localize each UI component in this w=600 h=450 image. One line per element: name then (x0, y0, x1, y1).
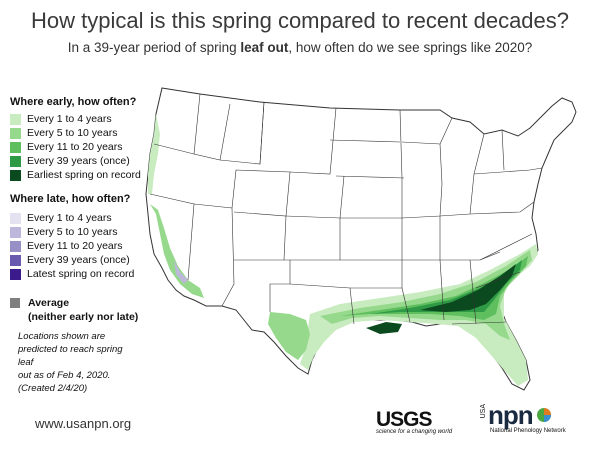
state-boundary (469, 259, 477, 325)
subtitle-bold: leaf out (240, 40, 289, 55)
npn-logo: USA npn National Phenology Network (480, 400, 566, 434)
state-boundary (469, 201, 535, 215)
map-note-line: (Created 2/4/20) (18, 383, 88, 394)
legend-early-item: Every 11 to 20 years (10, 140, 123, 154)
map-note-line: predicted to reach spring leaf (18, 344, 123, 368)
subtitle-pre: In a 39-year period of spring (67, 40, 241, 55)
state-boundary (501, 129, 505, 171)
state-boundary (259, 101, 265, 165)
state-boundary (401, 287, 411, 323)
legend-label: Every 11 to 20 years (27, 141, 123, 153)
legend-label: Every 39 years (once) (27, 254, 130, 266)
state-boundary (439, 133, 485, 217)
state-boundary (439, 117, 453, 145)
legend-swatch (10, 268, 21, 280)
early-west-coast-region (150, 204, 204, 298)
legend-early-item: Every 5 to 10 years (10, 126, 117, 140)
legend-swatch (10, 113, 21, 125)
legend-label: Latest spring on record (27, 268, 135, 280)
early-texas-region (268, 312, 310, 360)
legend-swatch (10, 155, 21, 167)
legend-late-item: Every 1 to 4 years (10, 211, 112, 225)
page-title: How typical is this spring compared to r… (30, 8, 570, 33)
npn-tagline: National Phenology Network (490, 428, 566, 434)
state-boundary (193, 93, 231, 161)
npn-logo-text: npn (488, 400, 534, 431)
legend-label: Every 1 to 4 years (27, 212, 112, 224)
legend-swatch (10, 240, 21, 252)
legend-label: Every 5 to 10 years (27, 127, 118, 139)
legend-label: Earliest spring on record (27, 169, 141, 181)
map-note: Locations shown are predicted to reach s… (18, 330, 138, 395)
state-boundary (193, 203, 235, 307)
legend-late-heading: Where late, how often? (10, 193, 131, 205)
npn-usa-text: USA (480, 404, 487, 419)
state-boundary (269, 260, 291, 312)
legend-swatch (10, 127, 21, 139)
state-boundary (335, 175, 405, 179)
legend-label: Every 5 to 10 years (27, 226, 118, 238)
legend-early-item: Every 1 to 4 years (10, 112, 112, 126)
earliest-on-record-region (366, 322, 402, 334)
map-note-line: out as of Feb 4, 2020. (18, 370, 111, 381)
legend-swatch (10, 169, 21, 181)
state-boundary (475, 271, 521, 289)
state-boundary (401, 141, 443, 219)
usgs-tagline: science for a changing world (376, 429, 453, 435)
early-west-coast-region (148, 114, 160, 194)
usgs-logo: USGS science for a changing world (376, 408, 452, 435)
legend-swatch (10, 212, 21, 224)
legend-early-item: Earliest spring on record (10, 168, 141, 182)
state-boundary (153, 143, 195, 155)
state-boundary (329, 139, 401, 143)
state-boundary (340, 109, 403, 261)
legend-label: Every 11 to 20 years (27, 240, 123, 252)
state-boundary (451, 321, 507, 325)
legend-late-item: Latest spring on record (10, 267, 134, 281)
legend-average: Average (neither early nor late) (10, 296, 138, 324)
legend-swatch (10, 141, 21, 153)
earliest-on-record-region (420, 264, 516, 312)
usgs-logo-text: USGS (376, 408, 433, 431)
subtitle-post: , how often do we see springs like 2020? (288, 40, 533, 55)
footer-url[interactable]: www.usanpn.org (35, 416, 132, 431)
legend-late-item: Every 39 years (once) (10, 253, 130, 267)
legend-late-item: Every 5 to 10 years (10, 225, 117, 239)
legend-late-item: Every 11 to 20 years (10, 239, 123, 253)
legend-swatch (10, 226, 21, 238)
state-boundary (289, 107, 337, 175)
map-note-line: Locations shown are (18, 331, 106, 342)
legend-swatch (10, 254, 21, 266)
legend-label: Every 1 to 4 years (27, 113, 112, 125)
state-boundary (473, 167, 543, 175)
legend-early-item: Every 39 years (once) (10, 154, 130, 168)
legend-early-heading: Where early, how often? (10, 96, 137, 108)
npn-leaf-icon (536, 408, 551, 423)
page-subtitle: In a 39-year period of spring leaf out, … (0, 40, 600, 55)
state-boundary (439, 259, 445, 321)
legend-average-label: Average (28, 297, 70, 309)
legend-average-swatch (10, 298, 20, 308)
us-spring-leaf-out-map (145, 87, 577, 391)
late-west-region (174, 260, 188, 284)
state-boundaries (149, 93, 543, 325)
legend-average-sublabel: (neither early nor late) (28, 311, 139, 323)
state-boundary (479, 233, 533, 261)
legend-label: Every 39 years (once) (27, 155, 130, 167)
